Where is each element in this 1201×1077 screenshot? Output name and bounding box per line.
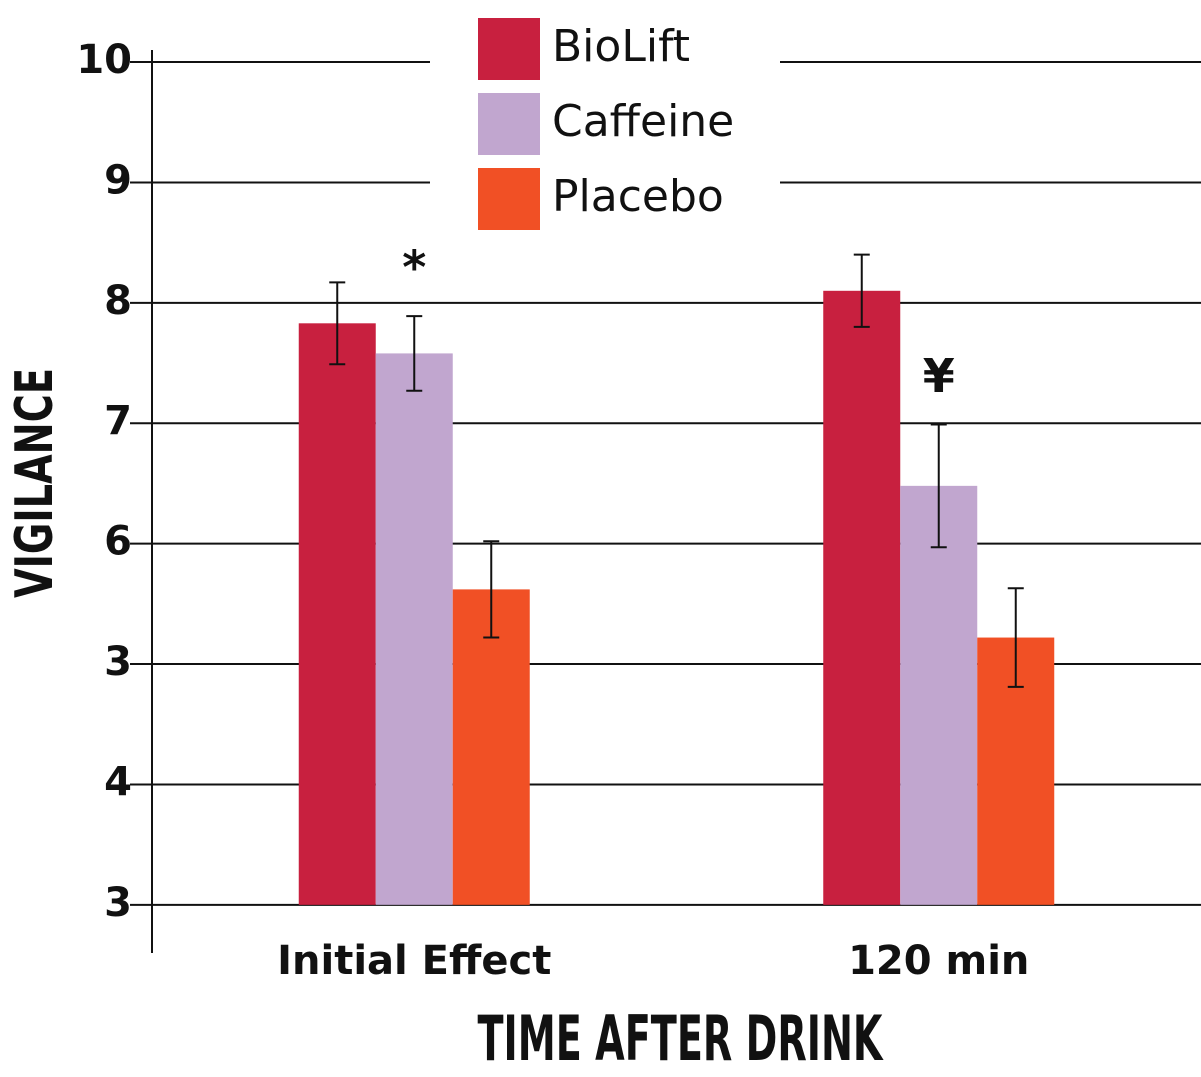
y-tick-label: 7 bbox=[104, 398, 132, 444]
significance-marker: * bbox=[402, 241, 426, 295]
error-bar bbox=[406, 315, 423, 392]
legend-label: Placebo bbox=[552, 171, 724, 222]
legend-label: Caffeine bbox=[552, 96, 734, 147]
y-tick-label: 3 bbox=[104, 639, 132, 685]
y-tick-label: 10 bbox=[76, 37, 132, 83]
significance-marker: ¥ bbox=[923, 349, 955, 403]
x-axis-title: TIME AFTER DRINK bbox=[478, 1002, 884, 1075]
error-bar bbox=[853, 253, 870, 328]
y-tick-label: 4 bbox=[104, 759, 132, 805]
bar bbox=[900, 485, 978, 905]
x-tick-label: Initial Effect bbox=[277, 938, 551, 984]
legend-label: BioLift bbox=[552, 21, 690, 72]
bar bbox=[375, 353, 453, 905]
bar bbox=[823, 290, 901, 905]
y-axis-title: VIGILANCE bbox=[5, 368, 65, 598]
legend-swatch bbox=[478, 93, 540, 155]
y-tick-label: 6 bbox=[104, 519, 132, 565]
error-bar bbox=[930, 423, 947, 549]
y-tick-label: 3 bbox=[104, 880, 132, 926]
legend-swatch bbox=[478, 168, 540, 230]
error-bar bbox=[1007, 587, 1024, 688]
x-tick-label: 120 min bbox=[848, 938, 1029, 984]
y-tick-label: 8 bbox=[104, 278, 132, 324]
y-tick-label: 9 bbox=[104, 157, 132, 203]
legend-swatch bbox=[478, 18, 540, 80]
bar bbox=[452, 589, 530, 905]
bar bbox=[298, 323, 376, 905]
error-bar bbox=[329, 281, 346, 366]
error-bar bbox=[483, 540, 500, 639]
